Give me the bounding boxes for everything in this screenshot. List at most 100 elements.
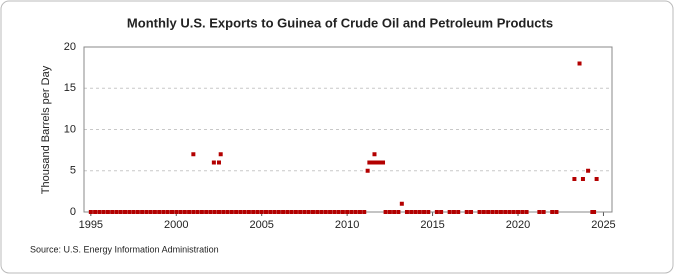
point bbox=[434, 210, 439, 214]
point bbox=[281, 210, 286, 214]
point bbox=[396, 210, 401, 214]
point bbox=[302, 210, 307, 214]
point bbox=[577, 61, 582, 66]
point bbox=[315, 210, 320, 214]
frame bbox=[0, 0, 674, 274]
point bbox=[216, 160, 221, 165]
point bbox=[170, 210, 174, 214]
point bbox=[208, 210, 213, 214]
source-note: Source: U.S. Energy Information Administ… bbox=[30, 244, 219, 254]
x-tick-label: 2010 bbox=[335, 219, 359, 231]
point bbox=[387, 210, 392, 214]
point bbox=[259, 210, 264, 214]
point bbox=[165, 210, 170, 214]
x-tick-label: 2000 bbox=[164, 219, 188, 231]
point bbox=[105, 210, 110, 214]
point bbox=[336, 210, 341, 214]
point bbox=[469, 210, 474, 214]
point bbox=[293, 210, 298, 214]
point bbox=[114, 210, 119, 214]
x-tick-label: 2015 bbox=[420, 219, 444, 231]
point bbox=[127, 210, 132, 214]
point bbox=[426, 210, 431, 214]
y-tick-label: 20 bbox=[64, 41, 76, 53]
point bbox=[399, 201, 404, 206]
point bbox=[367, 160, 372, 165]
point bbox=[413, 210, 418, 214]
point bbox=[148, 210, 153, 214]
point bbox=[447, 210, 452, 214]
point bbox=[157, 210, 162, 214]
point bbox=[392, 210, 397, 214]
point bbox=[507, 210, 512, 214]
point bbox=[246, 210, 251, 214]
point bbox=[417, 210, 422, 214]
point bbox=[439, 210, 444, 214]
point bbox=[486, 210, 491, 214]
point bbox=[123, 210, 128, 214]
y-tick-label: 5 bbox=[70, 165, 76, 177]
point bbox=[554, 210, 559, 214]
point bbox=[481, 210, 486, 214]
point bbox=[161, 210, 166, 214]
x-tick-label: 1995 bbox=[79, 219, 103, 231]
point bbox=[135, 210, 140, 214]
point bbox=[110, 210, 115, 214]
y-tick-label: 15 bbox=[64, 82, 76, 94]
point bbox=[477, 210, 482, 214]
point bbox=[204, 210, 209, 214]
point bbox=[97, 210, 102, 214]
point bbox=[541, 210, 546, 214]
point bbox=[498, 210, 503, 214]
point bbox=[503, 210, 508, 214]
point bbox=[345, 210, 350, 214]
point bbox=[332, 210, 337, 214]
point bbox=[238, 210, 243, 214]
point bbox=[490, 210, 495, 214]
point bbox=[263, 210, 268, 214]
point bbox=[365, 168, 370, 173]
point bbox=[323, 210, 328, 214]
point bbox=[422, 210, 427, 214]
point bbox=[289, 210, 294, 214]
point bbox=[372, 152, 377, 157]
point bbox=[225, 210, 230, 214]
point bbox=[340, 210, 345, 214]
point bbox=[594, 177, 599, 181]
point bbox=[216, 210, 221, 214]
point bbox=[586, 168, 591, 173]
point bbox=[592, 210, 597, 214]
point bbox=[212, 210, 217, 214]
point bbox=[451, 210, 456, 214]
point bbox=[409, 210, 414, 214]
point bbox=[131, 210, 136, 214]
point bbox=[251, 210, 256, 214]
point bbox=[152, 210, 157, 214]
point bbox=[306, 210, 311, 214]
point bbox=[349, 210, 354, 214]
point bbox=[456, 210, 461, 214]
point bbox=[276, 210, 281, 214]
y-tick-label: 0 bbox=[70, 206, 76, 218]
point bbox=[298, 210, 303, 214]
point bbox=[234, 210, 239, 214]
point bbox=[229, 210, 234, 214]
point bbox=[221, 210, 226, 214]
point bbox=[101, 210, 106, 214]
point bbox=[537, 210, 542, 214]
x-tick-label: 2005 bbox=[249, 219, 273, 231]
point bbox=[357, 210, 362, 214]
point bbox=[182, 210, 187, 214]
point bbox=[550, 210, 555, 214]
point bbox=[242, 210, 247, 214]
point bbox=[328, 210, 333, 214]
point bbox=[191, 210, 196, 214]
point bbox=[310, 210, 315, 214]
point bbox=[211, 160, 216, 165]
point bbox=[187, 210, 192, 214]
point bbox=[218, 152, 223, 157]
point bbox=[524, 210, 529, 214]
point bbox=[516, 210, 521, 214]
point bbox=[195, 210, 200, 214]
